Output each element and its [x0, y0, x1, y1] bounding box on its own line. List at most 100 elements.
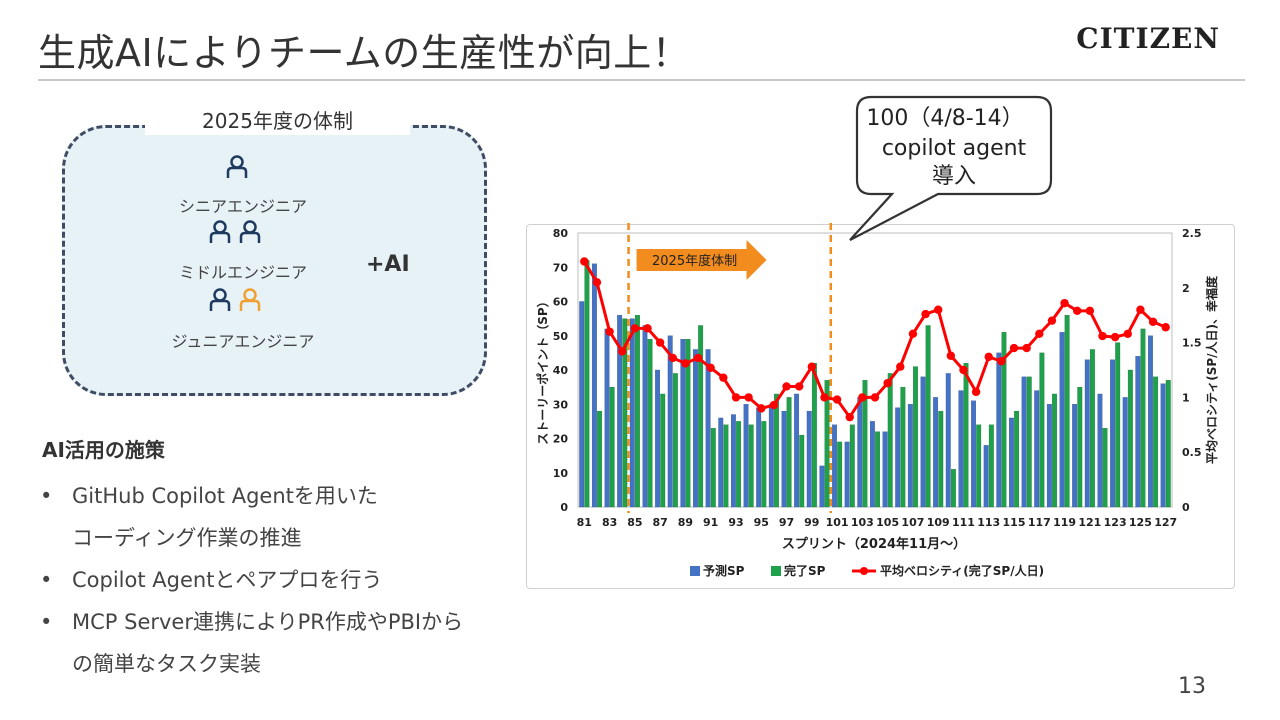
velocity-point: [921, 309, 930, 319]
bar-predicted-sp: [882, 431, 888, 508]
bar-predicted-sp: [1135, 356, 1141, 508]
y-left-axis-title: ストーリーポイント（SP）: [535, 295, 550, 444]
bar-completed-sp: [609, 386, 615, 508]
callout-line-1: 100（4/8-14）: [866, 106, 1023, 131]
measures-list: GitHub Copilot Agentを用いた コーディング作業の推進 Cop…: [40, 475, 463, 685]
bar-predicted-sp: [920, 376, 926, 508]
y-right-tick-label: 0: [1182, 501, 1190, 514]
bar-predicted-sp: [794, 393, 800, 508]
bar-completed-sp: [698, 325, 704, 508]
plot-area: [577, 232, 1173, 508]
bar-completed-sp: [862, 380, 868, 508]
bar-completed-sp: [976, 424, 982, 508]
bar-completed-sp: [799, 434, 805, 508]
list-item: GitHub Copilot Agentを用いた コーディング作業の推進: [40, 475, 463, 559]
velocity-point: [681, 359, 690, 368]
bar-predicted-sp: [945, 373, 951, 508]
bar-completed-sp: [938, 410, 944, 508]
velocity-point: [845, 412, 854, 422]
bar-predicted-sp: [705, 349, 711, 508]
x-tick-label: 95: [754, 516, 769, 529]
bar-completed-sp: [849, 424, 855, 508]
person-icon: [239, 220, 261, 243]
bar-predicted-sp: [1021, 376, 1027, 508]
bar-predicted-sp: [1046, 404, 1052, 508]
bar-predicted-sp: [629, 318, 635, 508]
bar-completed-sp: [913, 366, 918, 508]
period-arrow-label: 2025年度体制: [652, 253, 737, 269]
y-right-tick-label: 1.5: [1182, 337, 1202, 350]
bar-predicted-sp: [895, 407, 901, 508]
page-number: 13: [1178, 674, 1206, 699]
bar-predicted-sp: [617, 315, 623, 508]
measures-title: AI活用の施策: [42, 438, 165, 462]
bar-predicted-sp: [655, 369, 660, 508]
x-tick-label: 85: [627, 516, 642, 529]
bar-completed-sp: [685, 339, 691, 508]
bar-predicted-sp: [579, 301, 585, 508]
bar-completed-sp: [1014, 410, 1020, 508]
bar-completed-sp: [647, 339, 653, 508]
velocity-point: [757, 404, 766, 413]
bar-completed-sp: [622, 318, 628, 508]
bar-predicted-sp: [832, 424, 837, 508]
bar-predicted-sp: [806, 410, 812, 508]
legend-label-completed: 完了SP: [784, 563, 826, 578]
x-tick-label: 125: [1129, 516, 1152, 529]
x-tick-label: 103: [851, 516, 874, 529]
velocity-point: [933, 305, 943, 314]
bar-completed-sp: [710, 428, 716, 508]
velocity-point: [605, 327, 614, 336]
bar-predicted-sp: [1009, 417, 1014, 508]
y-left-tick-label: 80: [553, 227, 569, 240]
legend-swatch-predicted: [690, 566, 700, 576]
bar-predicted-sp: [1110, 359, 1115, 508]
velocity-point: [769, 400, 779, 410]
bar-completed-sp: [1052, 393, 1057, 508]
bar-predicted-sp: [958, 390, 964, 508]
y-left-tick-label: 70: [553, 261, 569, 274]
y-left-tick-label: 60: [553, 296, 569, 309]
velocity-point: [618, 347, 627, 356]
bar-completed-sp: [1001, 332, 1007, 508]
velocity-point: [630, 324, 640, 333]
bar-completed-sp: [672, 373, 678, 508]
velocity-point: [946, 351, 956, 360]
velocity-point: [870, 393, 880, 402]
bar-predicted-sp: [844, 441, 850, 508]
bar-predicted-sp: [1034, 390, 1040, 508]
bar-completed-sp: [1165, 380, 1171, 508]
bar-predicted-sp: [667, 335, 673, 508]
velocity-point: [984, 352, 993, 362]
velocity-point: [643, 324, 652, 333]
bar-predicted-sp: [1084, 359, 1090, 508]
bar-completed-sp: [1039, 352, 1045, 508]
bar-completed-sp: [1153, 376, 1159, 508]
velocity-point: [1047, 316, 1057, 325]
x-tick-label: 91: [703, 516, 718, 529]
bar-completed-sp: [925, 325, 931, 508]
bar-predicted-sp: [718, 417, 724, 508]
velocity-point: [1123, 329, 1132, 339]
callout-line-3: 導入: [932, 164, 976, 189]
velocity-point: [1161, 323, 1170, 332]
bar-completed-sp: [824, 380, 830, 508]
velocity-point: [693, 353, 703, 363]
bar-completed-sp: [963, 362, 969, 508]
legend-label-velocity: 平均ベロシティ(完了SP/人日): [880, 563, 1044, 578]
page-title: 生成AIによりチームの生産性が向上！: [38, 31, 691, 75]
bar-completed-sp: [1115, 342, 1121, 508]
x-tick-label: 87: [652, 516, 667, 529]
y-right-tick-label: 2.5: [1182, 227, 1202, 240]
x-tick-label: 119: [1053, 516, 1076, 529]
x-tick-label: 97: [779, 516, 794, 529]
velocity-point: [1110, 332, 1120, 342]
velocity-point: [1073, 306, 1082, 316]
bar-completed-sp: [597, 410, 602, 508]
x-axis-title: スプリント（2024年11月～）: [782, 536, 966, 552]
bar-completed-sp: [1127, 369, 1133, 508]
person-icon-highlight: [239, 288, 261, 311]
bar-completed-sp: [887, 373, 893, 508]
velocity-point: [719, 373, 728, 382]
